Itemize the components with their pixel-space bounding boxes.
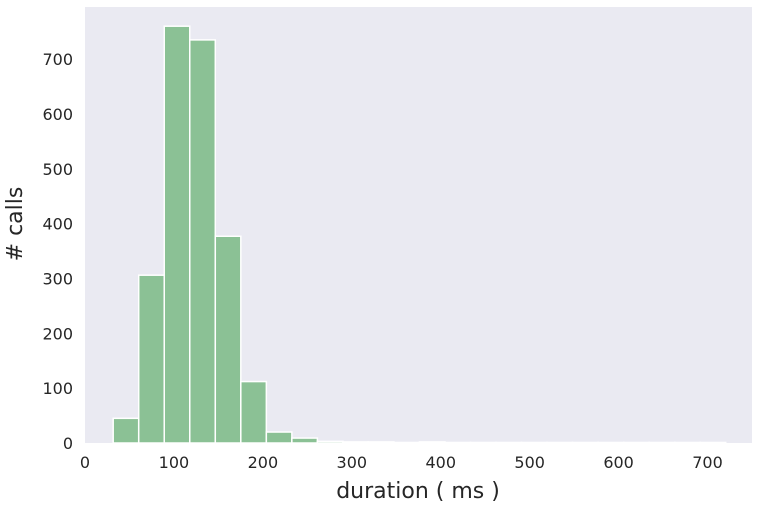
x-tick-label: 200 bbox=[248, 453, 279, 472]
histogram-bar-16 bbox=[520, 441, 548, 444]
histogram-bar-20 bbox=[622, 441, 650, 444]
y-tick-label: 200 bbox=[42, 324, 73, 343]
histogram-bar-13 bbox=[444, 441, 472, 444]
histogram-bar-2 bbox=[163, 25, 191, 444]
x-tick-label: 400 bbox=[425, 453, 456, 472]
histogram-bar-4 bbox=[214, 235, 242, 444]
y-tick-labels: 0 100 200 300 400 500 600 700 bbox=[42, 50, 73, 453]
y-axis-title: # calls bbox=[3, 187, 28, 262]
bars-group bbox=[112, 25, 727, 444]
histogram-bar-17 bbox=[546, 441, 574, 444]
x-tick-labels: 0 100 200 300 400 500 600 700 bbox=[80, 453, 723, 472]
histogram-bar-18 bbox=[571, 441, 599, 444]
x-tick-label: 100 bbox=[159, 453, 190, 472]
y-tick-label: 400 bbox=[42, 215, 73, 234]
histogram-bar-3 bbox=[189, 39, 217, 444]
x-tick-label: 500 bbox=[514, 453, 545, 472]
y-tick-label: 300 bbox=[42, 269, 73, 288]
histogram-bar-8 bbox=[316, 440, 344, 444]
histogram-bar-6 bbox=[265, 431, 293, 444]
histogram-bar-5 bbox=[240, 380, 268, 444]
x-tick-label: 300 bbox=[337, 453, 368, 472]
histogram-bar-19 bbox=[597, 441, 625, 444]
y-tick-label: 100 bbox=[42, 379, 73, 398]
x-tick-label: 0 bbox=[80, 453, 90, 472]
y-tick-label: 500 bbox=[42, 160, 73, 179]
histogram-bar-11 bbox=[393, 441, 421, 444]
histogram-bar-7 bbox=[291, 437, 319, 444]
histogram-bar-9 bbox=[342, 441, 370, 444]
histogram-bar-14 bbox=[469, 441, 497, 444]
histogram-bar-0 bbox=[112, 417, 140, 444]
y-tick-label: 0 bbox=[63, 434, 73, 453]
histogram-bar-12 bbox=[418, 441, 446, 444]
histogram-bar-23 bbox=[699, 441, 727, 444]
x-axis-title: duration ( ms ) bbox=[336, 479, 500, 504]
x-tick-label: 600 bbox=[603, 453, 634, 472]
y-tick-label: 700 bbox=[42, 50, 73, 69]
histogram-bar-10 bbox=[367, 441, 395, 444]
histogram-bar-22 bbox=[673, 441, 701, 444]
x-tick-label: 700 bbox=[692, 453, 723, 472]
histogram-bar-15 bbox=[495, 441, 523, 444]
y-tick-label: 600 bbox=[42, 105, 73, 124]
histogram-bar-1 bbox=[137, 274, 165, 444]
histogram-bar-21 bbox=[648, 441, 676, 444]
